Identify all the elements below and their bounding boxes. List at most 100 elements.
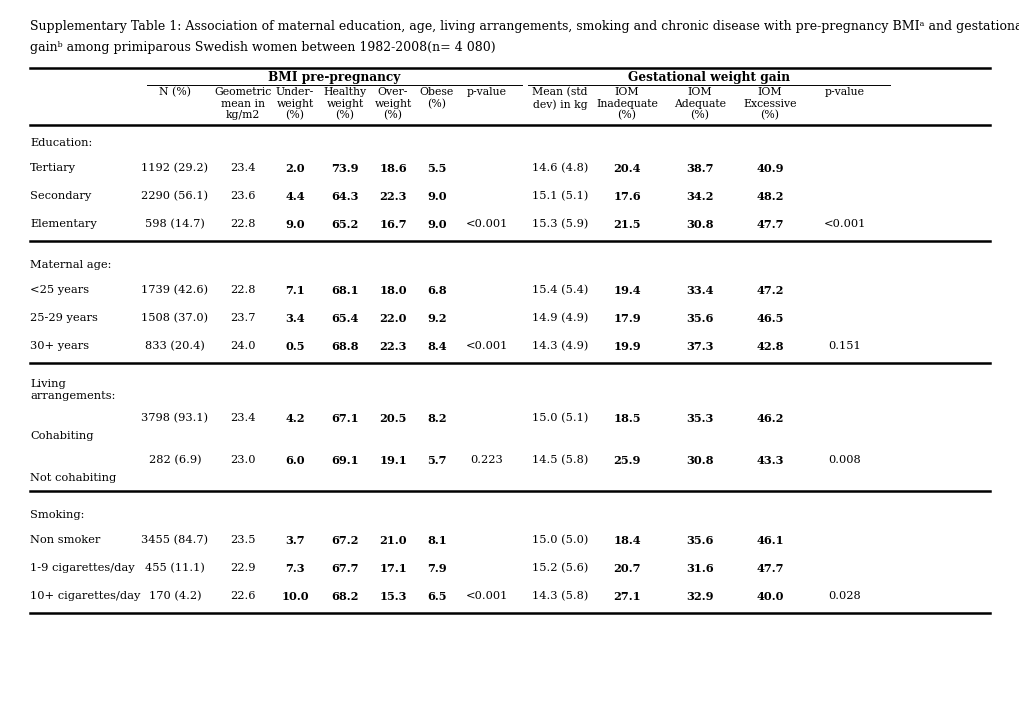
Text: 282 (6.9): 282 (6.9) [149,455,201,465]
Text: 69.1: 69.1 [331,454,359,466]
Text: <0.001: <0.001 [466,219,507,229]
Text: 15.2 (5.6): 15.2 (5.6) [531,563,588,573]
Text: <0.001: <0.001 [823,219,865,229]
Text: 5.7: 5.7 [427,454,446,466]
Text: 9.0: 9.0 [285,218,305,230]
Text: 48.2: 48.2 [755,191,783,202]
Text: 15.3: 15.3 [379,590,407,601]
Text: 455 (11.1): 455 (11.1) [145,563,205,573]
Text: Obese
(%): Obese (%) [420,87,453,109]
Text: 15.0 (5.0): 15.0 (5.0) [531,535,588,545]
Text: <25 years: <25 years [30,285,89,295]
Text: 598 (14.7): 598 (14.7) [145,219,205,229]
Text: Over-
weight
(%): Over- weight (%) [374,87,412,120]
Text: 15.1 (5.1): 15.1 (5.1) [531,191,588,201]
Text: 37.3: 37.3 [686,341,713,351]
Text: 68.2: 68.2 [331,590,359,601]
Text: 833 (20.4): 833 (20.4) [145,341,205,351]
Text: Geometric
mean in
kg/m2: Geometric mean in kg/m2 [214,87,271,120]
Text: 22.8: 22.8 [230,219,256,229]
Text: 35.6: 35.6 [686,534,713,546]
Text: 19.1: 19.1 [379,454,407,466]
Text: Secondary: Secondary [30,191,91,201]
Text: 35.6: 35.6 [686,312,713,323]
Text: 27.1: 27.1 [612,590,640,601]
Text: 23.5: 23.5 [230,535,256,545]
Text: 42.8: 42.8 [755,341,783,351]
Text: <0.001: <0.001 [466,591,507,601]
Text: 7.1: 7.1 [285,284,305,295]
Text: 8.1: 8.1 [427,534,446,546]
Text: 10+ cigarettes/day: 10+ cigarettes/day [30,591,141,601]
Text: 0.028: 0.028 [827,591,860,601]
Text: 65.4: 65.4 [331,312,359,323]
Text: Education:: Education: [30,138,92,148]
Text: p-value: p-value [824,87,864,97]
Text: 18.4: 18.4 [612,534,640,546]
Text: 6.8: 6.8 [427,284,446,295]
Text: Under-
weight
(%): Under- weight (%) [275,87,314,120]
Text: 21.5: 21.5 [612,218,640,230]
Text: 10.0: 10.0 [281,590,309,601]
Text: Mean (std
dev) in kg: Mean (std dev) in kg [532,87,587,109]
Text: 1739 (42.6): 1739 (42.6) [142,285,208,295]
Text: Gestational weight gain: Gestational weight gain [628,71,790,84]
Text: 15.3 (5.9): 15.3 (5.9) [531,219,588,229]
Text: Smoking:: Smoking: [30,510,85,520]
Text: 3455 (84.7): 3455 (84.7) [142,535,208,545]
Text: 18.0: 18.0 [379,284,407,295]
Text: 14.5 (5.8): 14.5 (5.8) [531,455,588,465]
Text: 22.8: 22.8 [230,285,256,295]
Text: 6.0: 6.0 [285,454,305,466]
Text: 170 (4.2): 170 (4.2) [149,591,201,601]
Text: 3798 (93.1): 3798 (93.1) [142,413,208,423]
Text: 43.3: 43.3 [755,454,783,466]
Text: 67.2: 67.2 [331,534,359,546]
Text: BMI pre-pregnancy: BMI pre-pregnancy [268,71,400,84]
Text: 40.9: 40.9 [755,163,783,174]
Text: 19.4: 19.4 [612,284,640,295]
Text: 46.5: 46.5 [755,312,783,323]
Text: 25.9: 25.9 [612,454,640,466]
Text: 9.0: 9.0 [427,218,446,230]
Text: 14.9 (4.9): 14.9 (4.9) [531,313,588,323]
Text: 46.2: 46.2 [755,413,783,423]
Text: 20.4: 20.4 [612,163,640,174]
Text: 67.1: 67.1 [331,413,359,423]
Text: 22.6: 22.6 [230,591,256,601]
Text: 40.0: 40.0 [755,590,783,601]
Text: 0.151: 0.151 [827,341,860,351]
Text: 21.0: 21.0 [379,534,407,546]
Text: p-value: p-value [467,87,506,97]
Text: 1508 (37.0): 1508 (37.0) [142,313,208,323]
Text: 65.2: 65.2 [331,218,359,230]
Text: 0.223: 0.223 [470,455,503,465]
Text: 14.3 (4.9): 14.3 (4.9) [531,341,588,351]
Text: Non smoker: Non smoker [30,535,100,545]
Text: 31.6: 31.6 [686,562,713,574]
Text: 9.0: 9.0 [427,191,446,202]
Text: Maternal age:: Maternal age: [30,260,111,270]
Text: 5.5: 5.5 [427,163,446,174]
Text: 38.7: 38.7 [686,163,713,174]
Text: gainᵇ among primiparous Swedish women between 1982-2008(n= 4 080): gainᵇ among primiparous Swedish women be… [30,41,495,54]
Text: Living
arrangements:: Living arrangements: [30,379,115,401]
Text: 20.7: 20.7 [612,562,640,574]
Text: N (%): N (%) [159,87,191,97]
Text: 68.8: 68.8 [331,341,359,351]
Text: 15.4 (5.4): 15.4 (5.4) [531,285,588,295]
Text: <0.001: <0.001 [466,341,507,351]
Text: 2290 (56.1): 2290 (56.1) [142,191,208,201]
Text: Tertiary: Tertiary [30,163,76,173]
Text: 23.4: 23.4 [230,413,256,423]
Text: 23.0: 23.0 [230,455,256,465]
Text: 14.6 (4.8): 14.6 (4.8) [531,163,588,173]
Text: 9.2: 9.2 [427,312,446,323]
Text: 8.2: 8.2 [427,413,446,423]
Text: 4.2: 4.2 [285,413,305,423]
Text: 1192 (29.2): 1192 (29.2) [142,163,208,173]
Text: 22.3: 22.3 [379,341,407,351]
Text: 73.9: 73.9 [331,163,359,174]
Text: 24.0: 24.0 [230,341,256,351]
Text: 33.4: 33.4 [686,284,713,295]
